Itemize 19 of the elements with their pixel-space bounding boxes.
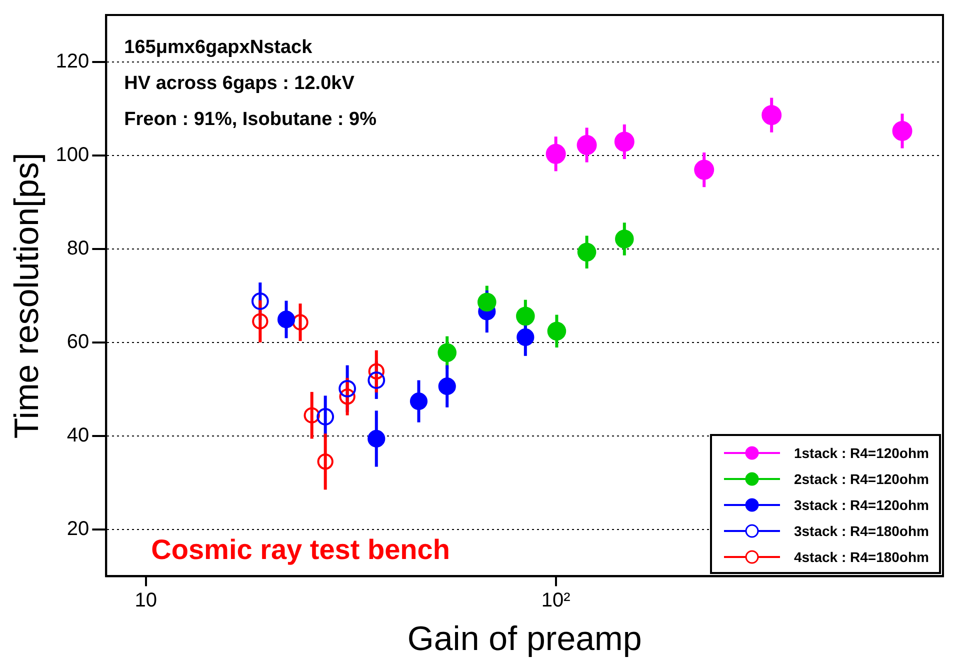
- y-tick-label: 40: [66, 424, 90, 446]
- annotation: Cosmic ray test bench: [151, 534, 450, 566]
- y-tick-label: 80: [66, 237, 90, 260]
- x-axis-title: Gain of preamp: [407, 620, 642, 658]
- legend-label: 4stack : R4=180ohm: [794, 549, 929, 566]
- y-tick-label: 60: [66, 330, 90, 353]
- annotation: HV across 6gaps : 12.0kV: [124, 73, 354, 95]
- annotation: Freon : 91%, Isobutane : 9%: [124, 109, 376, 131]
- legend-label: 3stack : R4=120ohm: [794, 497, 929, 514]
- y-axis-title: Time resolution[ps]: [8, 152, 46, 439]
- x-tick-label: 10²: [541, 590, 571, 612]
- legend-label: 2stack : R4=120ohm: [794, 471, 929, 488]
- legend-label: 3stack : R4=180ohm: [794, 523, 929, 540]
- y-tick-label: 120: [56, 50, 90, 72]
- annotation: 165μmx6gapxNstack: [124, 37, 312, 59]
- x-tick-label: 10: [134, 590, 158, 612]
- y-tick-label: 20: [66, 518, 90, 540]
- legend-label: 1stack : R4=120ohm: [794, 445, 929, 462]
- y-tick-label: 100: [56, 144, 90, 166]
